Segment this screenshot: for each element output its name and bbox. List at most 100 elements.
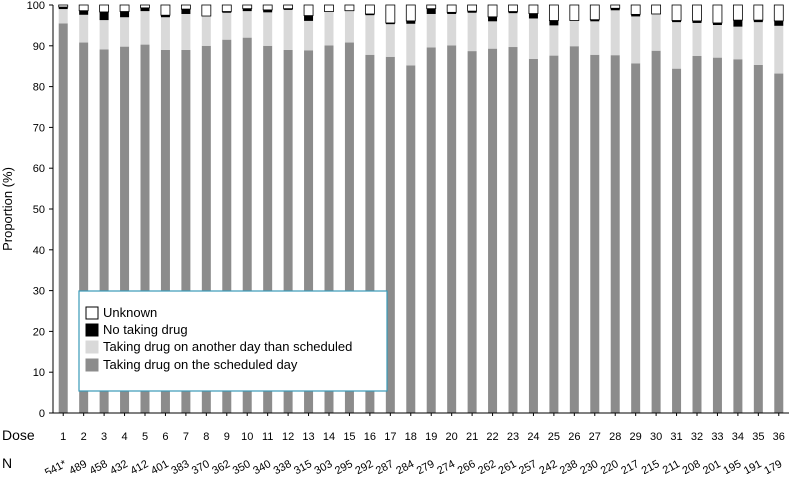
bar-segment [221,4,232,12]
x-tick-label: 5 [142,431,148,443]
bar-segment [692,56,702,413]
y-tick-label: 20 [33,326,45,338]
n-value-label: 274 [435,458,457,474]
x-tick-label: 7 [183,431,189,443]
bar-segment [773,4,784,22]
bar-segment [406,23,416,66]
n-value-label: 284 [394,458,416,474]
y-tick-label: 60 [33,163,45,175]
bar-segment [364,4,375,15]
y-tick-label: 0 [39,408,45,420]
bar-segment [549,25,559,56]
bar-segment [712,22,722,25]
bar-segment [692,22,702,56]
legend-label: Taking drug on the scheduled day [103,357,298,372]
x-tick-label: 19 [425,431,437,443]
bar-segment [120,46,130,414]
bar-segment [160,49,170,413]
x-tick-label: 36 [773,431,785,443]
x-tick-label: 29 [630,431,642,443]
n-value-label: 432 [108,458,130,474]
bar-segment [569,46,579,414]
x-tick-label: 4 [121,431,127,443]
bar-segment [733,20,743,27]
n-value-label: 201 [701,458,723,474]
bar-segment [426,8,436,14]
bar-segment [548,4,559,21]
bar-segment [160,4,171,16]
bar-segment [651,13,661,51]
bar-segment [692,4,702,22]
bar-segment [488,16,498,22]
bar-segment [488,21,498,49]
bar-segment [385,4,396,24]
bar-segment [365,13,375,16]
n-value-label: 303 [313,458,335,474]
bar-segment [774,73,784,413]
bar-segment [712,57,722,413]
n-value-label: 458 [88,458,110,474]
n-value-label: 362 [210,458,232,474]
x-tick-label: 3 [101,431,107,443]
bar-segment [406,65,416,413]
bar-segment [324,11,334,46]
bar-segment [610,10,620,56]
x-tick-label: 35 [752,431,764,443]
bar-segment [99,20,109,50]
x-tick-label: 15 [343,431,355,443]
bar-segment [406,20,416,24]
bars-layer [58,4,784,414]
n-value-label: 261 [497,458,519,474]
bar-segment [405,4,416,22]
x-tick-label: 13 [302,431,314,443]
n-value-label: 266 [456,458,478,474]
n-value-label: 383 [169,458,191,474]
bar-segment [262,4,273,11]
x-tick-label: 6 [162,431,168,443]
bar-segment [140,11,150,45]
x-tick-label: 34 [732,431,744,443]
bar-segment [385,56,395,413]
bar-segment [140,7,150,12]
bar-segment [99,4,110,13]
bar-segment [508,47,518,414]
n-value-label: 370 [190,458,212,474]
bar-segment [590,19,600,22]
legend-swatch [85,323,99,337]
bar-segment [610,8,620,11]
bar-segment [467,11,477,13]
legend-box [78,290,388,392]
bar-segment [610,55,620,414]
bar-segment [774,25,784,74]
x-tick-label: 30 [650,431,662,443]
bar-segment [344,10,354,43]
bar-segment [58,9,68,24]
y-axis-title: Proportion (%) [0,167,15,251]
y-tick-label: 90 [33,41,45,53]
bar-segment [283,8,293,10]
x-tick-label: 25 [548,431,560,443]
bar-segment [365,54,375,413]
bar-segment [569,4,580,21]
bar-segment [467,51,477,413]
n-value-label: 489 [67,458,89,474]
bar-segment [181,49,191,413]
bar-segment [344,42,354,413]
bar-segment [589,4,600,21]
bar-segment [283,4,294,10]
bar-segment [467,12,477,52]
bar-segment [201,4,212,17]
bar-segment [283,49,293,413]
legend-label: No taking drug [103,322,188,337]
n-value-label: 412 [129,458,151,474]
x-tick-label: 20 [446,431,458,443]
bar-segment [78,4,89,12]
bar-segment [263,9,273,13]
bar-segment [119,4,130,12]
bar-segment [753,4,764,21]
bar-segment [58,4,69,8]
x-tick-label: 33 [711,431,723,443]
x-tick-label: 28 [609,431,621,443]
y-tick-label: 10 [33,367,45,379]
bar-segment [447,12,457,14]
